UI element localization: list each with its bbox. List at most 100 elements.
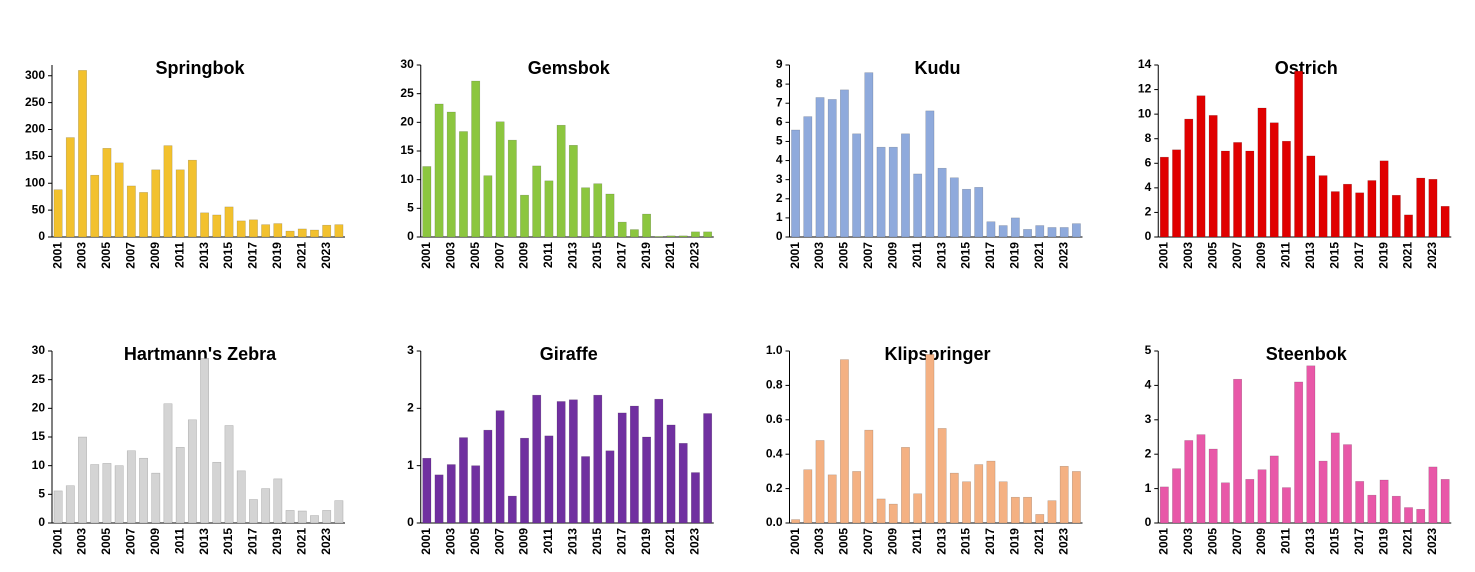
bar xyxy=(471,465,481,524)
x-tick-label: 2017 xyxy=(1352,242,1366,269)
x-tick-label: 2007 xyxy=(861,242,875,269)
y-tick-label: 0.0 xyxy=(766,515,783,529)
bar xyxy=(544,435,554,524)
bar xyxy=(1355,192,1365,238)
chart-title: Giraffe xyxy=(540,344,598,364)
x-tick-label: 2009 xyxy=(885,242,899,269)
y-tick-label: 8 xyxy=(776,76,783,90)
bar xyxy=(827,99,837,238)
y-tick-label: 10 xyxy=(1138,106,1152,120)
bar xyxy=(297,228,307,238)
bar xyxy=(322,224,332,238)
x-tick-label: 2005 xyxy=(468,528,482,555)
bar xyxy=(1220,482,1230,524)
bar xyxy=(678,235,688,238)
bar xyxy=(986,460,996,524)
y-tick-label: 12 xyxy=(1138,82,1152,96)
x-tick-label: 2009 xyxy=(517,242,531,269)
x-tick-label: 2023 xyxy=(319,242,333,269)
x-tick-label: 2001 xyxy=(50,528,64,555)
bar xyxy=(175,169,185,238)
bar xyxy=(65,485,75,524)
bar xyxy=(532,165,542,238)
bar xyxy=(666,235,676,238)
bar xyxy=(334,224,344,238)
bar xyxy=(1294,381,1304,524)
x-tick-label: 2011 xyxy=(541,528,555,554)
y-tick-label: 5 xyxy=(776,134,783,148)
bar xyxy=(520,437,529,524)
x-tick-label: 2005 xyxy=(99,242,113,269)
bar xyxy=(273,478,283,524)
bar xyxy=(1379,160,1389,238)
x-tick-label: 2005 xyxy=(837,242,851,269)
bar xyxy=(1159,486,1169,524)
y-tick-label: 20 xyxy=(400,115,414,129)
bar xyxy=(212,461,222,524)
bar xyxy=(459,437,468,524)
x-tick-label: 2023 xyxy=(688,528,702,555)
y-tick-label: 150 xyxy=(25,149,45,163)
bar xyxy=(187,419,197,524)
x-tick-label: 2009 xyxy=(148,242,162,269)
y-tick-label: 2 xyxy=(407,401,414,415)
bar xyxy=(236,220,246,238)
y-tick-label: 25 xyxy=(32,372,46,386)
bar xyxy=(986,221,996,238)
bar xyxy=(1330,432,1340,524)
y-tick-label: 1 xyxy=(1145,481,1152,495)
x-tick-label: 2019 xyxy=(1008,242,1022,269)
x-tick-label: 2003 xyxy=(75,242,89,269)
bar xyxy=(925,354,935,524)
bar xyxy=(532,394,542,524)
x-tick-label: 2013 xyxy=(197,242,211,269)
bar xyxy=(495,410,505,524)
bar xyxy=(126,185,136,238)
bar xyxy=(1196,95,1206,238)
x-tick-label: 2011 xyxy=(172,242,186,268)
panel: Ostrich 0 2 4 6 8 10 12 14 2001 2003 2005 2007 2009 20… xyxy=(1138,57,1452,269)
y-tick-label: 7 xyxy=(776,95,783,109)
bar xyxy=(1269,455,1279,524)
bar xyxy=(1047,500,1057,524)
chart-title: Springbok xyxy=(156,58,246,78)
panel: Klipspringer 0.0 0.2 0.4 0.6 0.8 1.0 2001 2003 20… xyxy=(766,343,1083,555)
y-tick-label: 30 xyxy=(400,57,414,71)
bar xyxy=(1367,494,1377,524)
bar xyxy=(617,221,627,238)
bar xyxy=(581,456,590,524)
bar xyxy=(422,457,432,524)
x-tick-label: 2017 xyxy=(246,242,260,269)
y-tick-label: 30 xyxy=(32,343,46,357)
panel: Springbok 0 50 100 150 200 250 300 2001 2003 2005 2… xyxy=(25,58,345,269)
bar xyxy=(495,121,505,238)
bar xyxy=(310,229,319,238)
bar xyxy=(520,194,529,238)
x-tick-label: 2001 xyxy=(419,528,433,555)
bar xyxy=(815,440,825,524)
bar xyxy=(864,429,874,524)
bar xyxy=(974,464,984,524)
x-tick-label: 2017 xyxy=(614,528,628,555)
x-tick-label: 2013 xyxy=(934,528,948,555)
y-tick-label: 2 xyxy=(1145,205,1152,219)
x-tick-label: 2009 xyxy=(517,528,531,555)
bar xyxy=(1294,70,1304,238)
x-tick-label: 2005 xyxy=(1205,528,1219,555)
y-tick-label: 200 xyxy=(25,122,45,136)
x-tick-label: 2013 xyxy=(566,528,580,555)
x-tick-label: 2019 xyxy=(1376,242,1390,269)
y-tick-label: 2 xyxy=(776,191,783,205)
x-tick-label: 2011 xyxy=(172,528,186,554)
bar xyxy=(1282,140,1291,238)
x-tick-label: 2023 xyxy=(1056,242,1070,269)
bar xyxy=(605,193,615,238)
bar xyxy=(102,148,112,238)
x-tick-label: 2013 xyxy=(934,242,948,269)
x-tick-label: 2003 xyxy=(443,242,457,269)
y-tick-label: 4 xyxy=(1145,378,1152,392)
bar xyxy=(864,72,874,238)
x-tick-label: 2001 xyxy=(1157,242,1171,269)
bar xyxy=(90,464,100,524)
